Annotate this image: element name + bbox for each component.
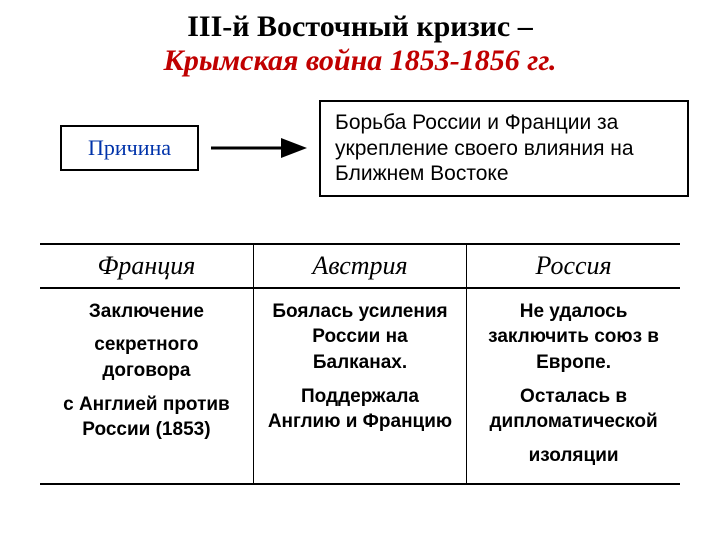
cell-text: Заключение	[50, 299, 243, 325]
arrow-icon	[209, 133, 309, 163]
cause-label: Причина	[88, 135, 171, 160]
table-row: Заключение секретного договора с Англией…	[40, 288, 680, 484]
table-cell-russia: Не удалось заключить союз в Европе. Оста…	[467, 288, 680, 484]
cause-description-box: Борьба России и Франции за укрепление св…	[319, 100, 689, 197]
countries-table: Франция Австрия Россия Заключение секрет…	[40, 243, 680, 485]
table-header-russia: Россия	[467, 244, 680, 288]
cause-row: Причина Борьба России и Франции за укреп…	[0, 100, 720, 197]
cause-description: Борьба России и Франции за укрепление св…	[335, 111, 634, 185]
title-line-2: Крымская война 1853-1856 гг.	[0, 44, 720, 78]
cell-text: Осталась в дипломатической	[477, 384, 670, 435]
cell-text: Не удалось заключить союз в Европе.	[477, 299, 670, 376]
cell-text: Поддержала Англию и Францию	[264, 384, 456, 435]
cell-text: изоляции	[477, 443, 670, 469]
title-line-1: III-й Восточный кризис –	[0, 10, 720, 44]
cause-label-box: Причина	[60, 125, 199, 171]
title-block: III-й Восточный кризис – Крымская война …	[0, 0, 720, 78]
cell-text: Боялась усиления России на Балканах.	[264, 299, 456, 376]
table-header-austria: Австрия	[253, 244, 466, 288]
cell-text: с Англией против России (1853)	[50, 392, 243, 443]
table-header-france: Франция	[40, 244, 253, 288]
table-cell-austria: Боялась усиления России на Балканах. Под…	[253, 288, 466, 484]
cell-text: секретного договора	[50, 332, 243, 383]
table-cell-france: Заключение секретного договора с Англией…	[40, 288, 253, 484]
table-header-row: Франция Австрия Россия	[40, 244, 680, 288]
